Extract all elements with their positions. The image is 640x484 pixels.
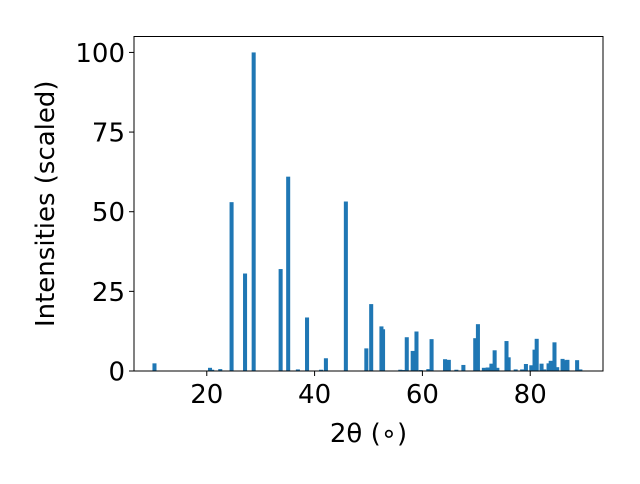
bar: [523, 363, 528, 371]
bar: [243, 273, 248, 371]
bar: [542, 369, 547, 371]
bar: [539, 363, 544, 371]
bar: [506, 357, 511, 371]
bar: [529, 365, 534, 371]
bar: [295, 369, 300, 371]
bar: [446, 359, 451, 371]
bar: [578, 369, 583, 371]
bar: [475, 324, 480, 371]
bar: [504, 341, 509, 371]
y-tick-label: 50: [92, 198, 125, 228]
bar: [278, 269, 283, 371]
bar: [520, 369, 525, 371]
y-tick-label: 0: [108, 358, 125, 388]
bar: [492, 350, 497, 371]
bar: [562, 360, 567, 371]
x-axis-label: 2θ (∘): [330, 419, 407, 449]
bar: [473, 338, 478, 371]
x-tick-label: 80: [514, 380, 547, 410]
y-tick-label: 25: [92, 278, 125, 308]
y-axis-ticks: 0 25 50 75 100: [75, 39, 134, 388]
bar: [513, 369, 518, 371]
bar: [532, 349, 537, 371]
y-axis-label: Intensities (scaled): [31, 80, 61, 327]
bar: [410, 350, 415, 371]
y-tick-label: 100: [75, 39, 125, 69]
bar: [364, 348, 369, 371]
bar: [489, 363, 494, 371]
y-tick-label: 75: [92, 119, 125, 149]
bar: [461, 364, 466, 371]
bar: [565, 359, 570, 371]
bar: [381, 329, 386, 371]
bar: [429, 339, 434, 371]
bar: [560, 358, 565, 371]
bar: [575, 360, 580, 371]
bar: [343, 201, 348, 371]
bar: [404, 337, 409, 371]
bar: [485, 367, 490, 371]
bar: [251, 52, 256, 372]
bar: [426, 369, 431, 371]
bar: [546, 363, 551, 371]
bar: [369, 304, 374, 371]
plot-area-frame: [133, 36, 604, 372]
bar: [323, 358, 328, 371]
bar: [319, 369, 324, 371]
bar: [207, 367, 213, 371]
bars-group: [152, 52, 583, 372]
bar: [454, 369, 459, 371]
bar: [305, 317, 310, 371]
bar: [398, 369, 403, 371]
bar: [210, 369, 215, 371]
bar: [152, 363, 157, 371]
x-tick-label: 60: [406, 380, 439, 410]
bar: [414, 331, 419, 371]
bar: [443, 359, 448, 371]
x-tick-label: 40: [298, 380, 331, 410]
bar: [552, 342, 557, 371]
bar: [481, 367, 486, 371]
bar: [534, 338, 539, 371]
bar: [229, 202, 234, 371]
x-axis-ticks: 20 40 60 80: [190, 371, 547, 410]
bar: [286, 176, 291, 371]
bar: [218, 369, 223, 371]
x-tick-label: 20: [190, 380, 223, 410]
bar: [548, 360, 553, 371]
bar: [555, 367, 560, 371]
bar: [495, 367, 500, 371]
